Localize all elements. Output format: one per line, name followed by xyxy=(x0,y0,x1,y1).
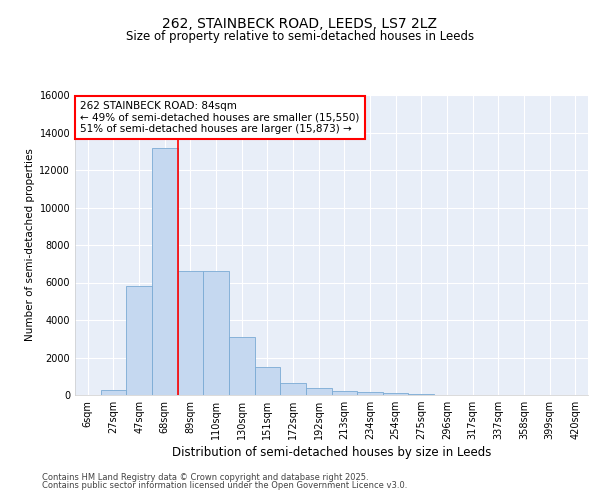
Bar xyxy=(127,286,152,395)
Text: Contains public sector information licensed under the Open Government Licence v3: Contains public sector information licen… xyxy=(42,481,407,490)
Bar xyxy=(280,384,306,395)
Bar xyxy=(409,394,434,395)
Bar xyxy=(306,388,331,395)
Text: Size of property relative to semi-detached houses in Leeds: Size of property relative to semi-detach… xyxy=(126,30,474,43)
Bar xyxy=(383,393,409,395)
Text: 262, STAINBECK ROAD, LEEDS, LS7 2LZ: 262, STAINBECK ROAD, LEEDS, LS7 2LZ xyxy=(163,18,437,32)
Text: Contains HM Land Registry data © Crown copyright and database right 2025.: Contains HM Land Registry data © Crown c… xyxy=(42,472,368,482)
Bar xyxy=(357,392,383,395)
Bar xyxy=(152,148,178,395)
Bar xyxy=(101,390,127,395)
Y-axis label: Number of semi-detached properties: Number of semi-detached properties xyxy=(25,148,35,342)
Bar xyxy=(331,391,357,395)
Bar xyxy=(178,271,203,395)
Bar xyxy=(203,271,229,395)
Bar xyxy=(254,367,280,395)
X-axis label: Distribution of semi-detached houses by size in Leeds: Distribution of semi-detached houses by … xyxy=(172,446,491,460)
Text: 262 STAINBECK ROAD: 84sqm
← 49% of semi-detached houses are smaller (15,550)
51%: 262 STAINBECK ROAD: 84sqm ← 49% of semi-… xyxy=(80,101,359,134)
Bar xyxy=(229,337,254,395)
